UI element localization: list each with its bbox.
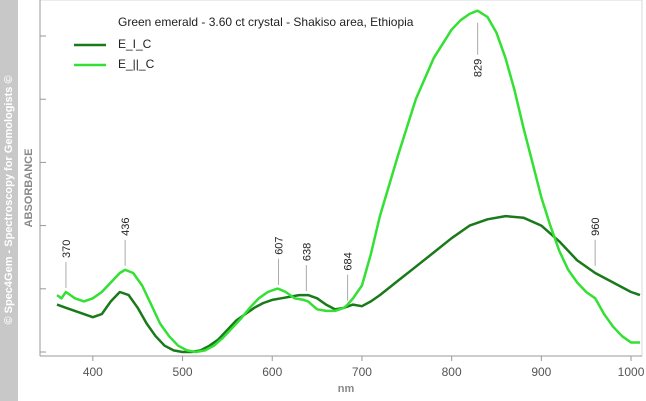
peak-label: 960 [590, 217, 602, 235]
x-tick-label: 1000 [618, 365, 645, 379]
x-tick-label: 800 [442, 365, 462, 379]
legend: E_I_C E_||_C [74, 37, 155, 71]
legend-label-e-par-c: E_||_C [118, 57, 155, 71]
watermark-sidebar: © Spec4Gem - Spectroscopy for Gemologist… [0, 0, 18, 401]
series-line-e-par-c [56, 9, 640, 354]
peak-label: 829 [473, 59, 485, 77]
x-tick-label: 900 [531, 365, 551, 379]
series-layer [56, 9, 641, 354]
x-tick-label: 400 [83, 365, 103, 379]
peak-label: 370 [61, 240, 73, 258]
x-tick-label: 600 [262, 365, 282, 379]
x-ticks: 400 500 600 700 800 900 1000 [83, 356, 645, 379]
series-line-e-perp-c [56, 214, 641, 354]
legend-label-e-perp-c: E_I_C [118, 37, 152, 51]
peak-label: 607 [274, 236, 286, 254]
x-tick-label: 500 [173, 365, 193, 379]
peak-labels: 370 436 607 638 684 829 960 [61, 22, 602, 301]
peak-label: 436 [120, 217, 132, 235]
y-ticks [40, 35, 46, 353]
x-tick-label: 700 [352, 365, 372, 379]
plot-frame [39, 0, 643, 357]
y-axis-title: ABSORBANCE [23, 149, 35, 228]
peak-label: 684 [343, 252, 355, 270]
chart-title: Green emerald - 3.60 ct crystal - Shakis… [118, 15, 414, 29]
peak-label: 638 [301, 243, 313, 261]
x-axis-title: nm [338, 383, 355, 395]
